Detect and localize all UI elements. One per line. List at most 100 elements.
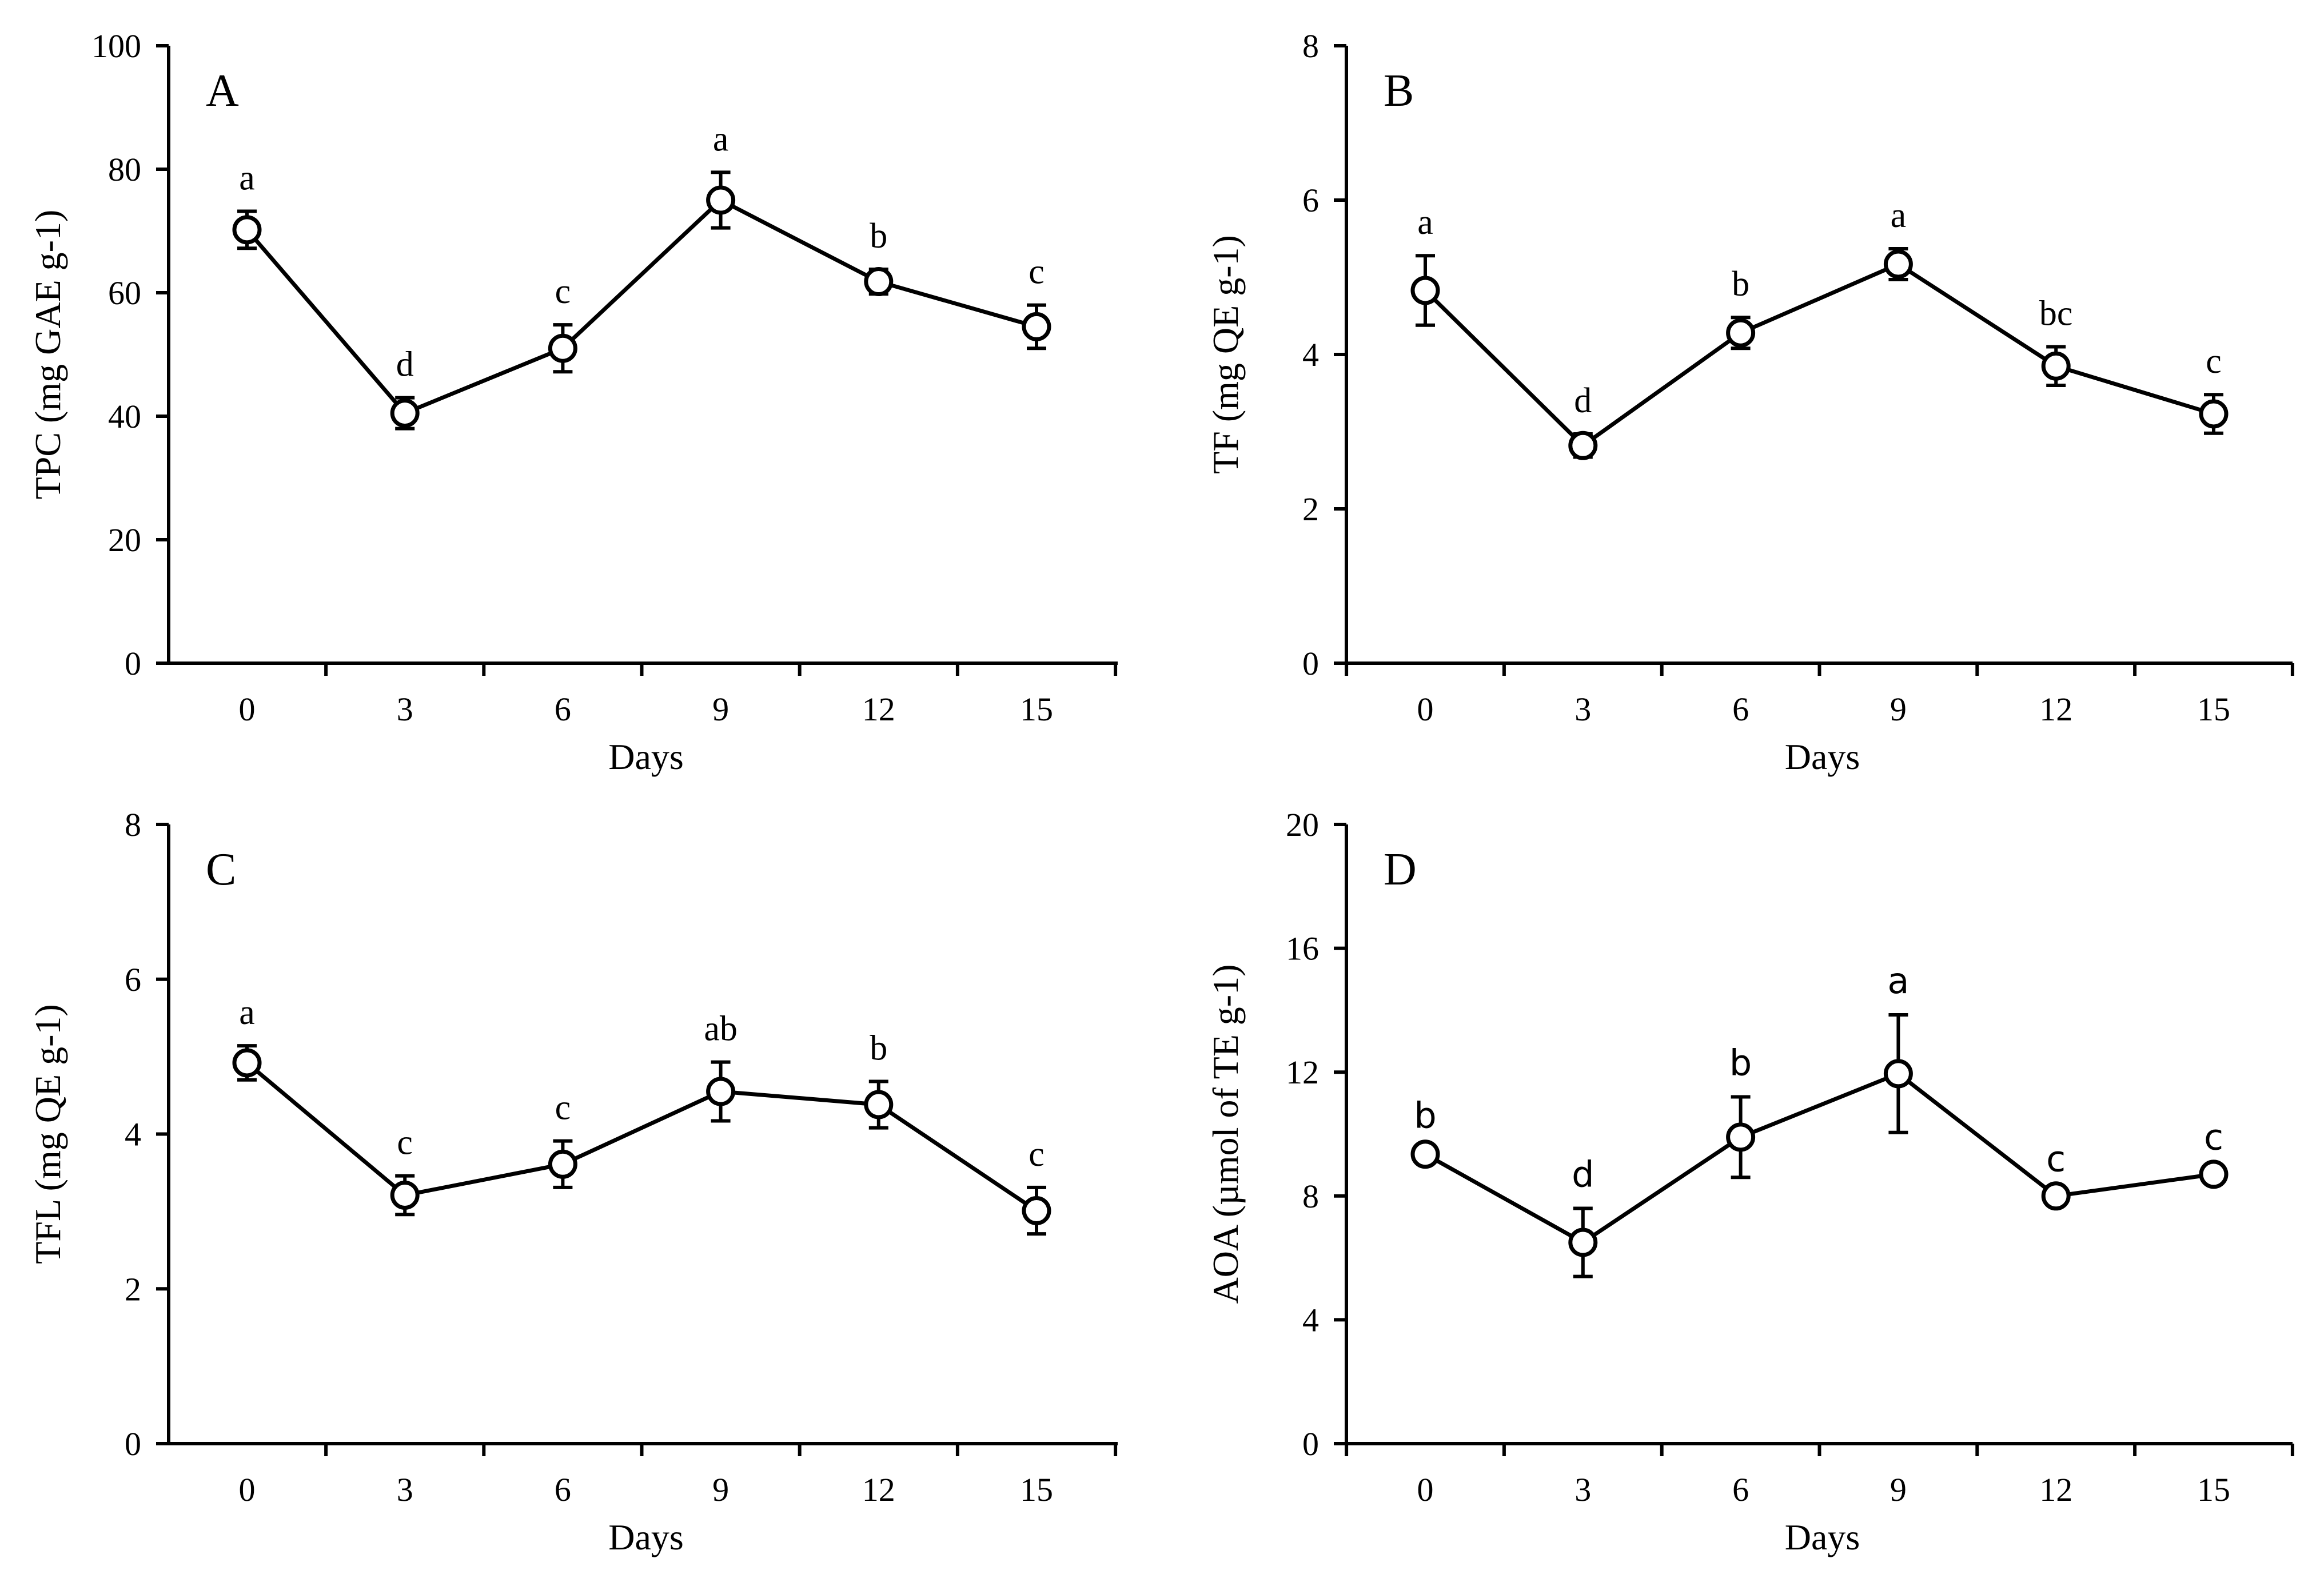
significance-letter: d: [396, 345, 414, 384]
data-point: [1726, 318, 1756, 348]
x-tick-label: 9: [1890, 1471, 1907, 1508]
data-point: [1883, 249, 1913, 279]
y-tick-label: 0: [1302, 1425, 1319, 1463]
data-point: [390, 1180, 420, 1210]
x-tick-label: 6: [555, 1471, 571, 1508]
series-line: [1424, 1071, 2214, 1245]
significance-letter: b: [870, 1029, 887, 1067]
significance-letter: b: [870, 217, 887, 256]
y-tick-label: 0: [125, 1425, 141, 1463]
y-axis-title: TPC (mg GAE g-1): [27, 210, 68, 500]
series-line: [245, 198, 1037, 416]
significance-letter: c: [2204, 1116, 2223, 1158]
y-tick-label: 6: [125, 961, 141, 998]
panel-letter: C: [206, 844, 236, 895]
data-point: [706, 185, 736, 215]
x-tick-label: 9: [712, 691, 729, 728]
significance-letter: b: [1414, 1095, 1436, 1137]
series-line: [245, 1061, 1038, 1213]
significance-letter: c: [2206, 342, 2222, 381]
x-tick-label: 0: [1417, 1471, 1434, 1508]
x-tick-label: 15: [1020, 1471, 1053, 1508]
x-axis-title: Days: [608, 1517, 684, 1557]
significance-letter: a: [713, 119, 729, 158]
y-tick-label: 4: [125, 1116, 141, 1153]
significance-letter: a: [239, 993, 255, 1032]
y-tick-label: 8: [125, 806, 141, 843]
data-point: [1022, 312, 1051, 341]
data-point: [1568, 431, 1598, 460]
y-tick-label: 80: [108, 151, 141, 188]
x-tick-label: 15: [1020, 691, 1053, 728]
y-tick-label: 8: [1302, 1178, 1319, 1215]
y-tick-label: 2: [1302, 491, 1319, 528]
x-tick-label: 0: [1417, 691, 1434, 728]
significance-letter: a: [1891, 196, 1907, 235]
data-point: [1410, 276, 1440, 305]
data-point: [1022, 1196, 1051, 1226]
data-point: [548, 1149, 577, 1179]
panel-letter: B: [1384, 66, 1414, 116]
chart-panel-b: 0 2 4 6 8 0 3 6 9 12 15 Days TF (mg QE g-1) Ba d b a bc c: [1205, 27, 2294, 777]
x-axis-title: Days: [608, 736, 684, 777]
x-tick-label: 12: [862, 1471, 895, 1508]
x-axis-title: Days: [1785, 736, 1860, 777]
y-tick-label: 4: [1302, 1301, 1319, 1338]
x-tick-label: 6: [1732, 691, 1749, 728]
data-point: [1883, 1059, 1913, 1089]
significance-letter: c: [2046, 1138, 2066, 1179]
x-tick-label: 15: [2197, 691, 2230, 728]
data-point: [1410, 1139, 1440, 1169]
y-tick-label: 8: [1302, 27, 1319, 65]
significance-letter: c: [1029, 1135, 1045, 1174]
y-axis-title: TF (mg QE g-1): [1205, 235, 1246, 474]
y-tick-label: 0: [1302, 645, 1319, 682]
x-tick-label: 3: [397, 1471, 413, 1508]
significance-letter: a: [239, 158, 255, 197]
data-point: [1726, 1122, 1756, 1152]
x-tick-label: 3: [1574, 691, 1591, 728]
y-tick-label: 4: [1302, 336, 1319, 373]
significance-letter: c: [397, 1123, 413, 1162]
panel-letter: A: [206, 66, 239, 116]
data-point: [232, 215, 262, 245]
data-point: [864, 267, 894, 297]
significance-letter: ab: [704, 1010, 738, 1049]
y-tick-label: 2: [125, 1270, 141, 1308]
data-point: [232, 1048, 262, 1078]
y-tick-label: 6: [1302, 182, 1319, 219]
y-tick-label: 0: [125, 645, 141, 682]
x-tick-label: 9: [1890, 691, 1907, 728]
y-tick-label: 40: [108, 398, 141, 435]
significance-letter: b: [1732, 265, 1749, 304]
x-tick-label: 9: [712, 1471, 729, 1508]
y-axis-title: TFL (mg QE g-1): [27, 1004, 68, 1264]
data-point: [864, 1090, 894, 1119]
x-tick-label: 0: [239, 1471, 256, 1508]
x-tick-label: 15: [2197, 1471, 2230, 1508]
significance-letter: a: [1887, 960, 1909, 1002]
data-point: [1568, 1228, 1598, 1257]
series-line: [1424, 262, 2215, 448]
significance-letter: c: [555, 1089, 571, 1127]
data-point: [2041, 1181, 2071, 1211]
x-tick-label: 3: [397, 691, 413, 728]
y-tick-label: 20: [108, 521, 141, 559]
significance-letter: b: [1729, 1042, 1752, 1084]
y-axis-title: AOA (µmol of TE g-1): [1205, 965, 1246, 1304]
chart-panel-a: 0 20 40 60 80 100 0 3 6 9 12 15 Days TPC (mg GAE g-1)…: [27, 27, 1118, 777]
x-tick-label: 0: [239, 691, 256, 728]
significance-letter: d: [1574, 381, 1592, 420]
x-axis-title: Days: [1785, 1517, 1860, 1557]
x-tick-label: 3: [1574, 1471, 1591, 1508]
y-tick-label: 20: [1286, 806, 1319, 843]
significance-letter: c: [555, 272, 571, 311]
y-tick-label: 60: [108, 274, 141, 312]
significance-letter: a: [1417, 203, 1433, 242]
x-tick-label: 6: [555, 691, 571, 728]
significance-letter: d: [1572, 1153, 1594, 1195]
y-tick-label: 16: [1286, 930, 1319, 967]
y-tick-label: 12: [1286, 1054, 1319, 1091]
data-point: [390, 399, 420, 428]
